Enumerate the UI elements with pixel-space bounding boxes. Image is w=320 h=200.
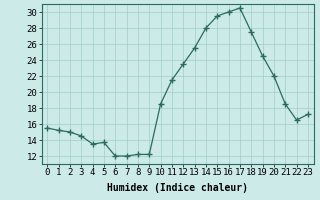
- X-axis label: Humidex (Indice chaleur): Humidex (Indice chaleur): [107, 183, 248, 193]
